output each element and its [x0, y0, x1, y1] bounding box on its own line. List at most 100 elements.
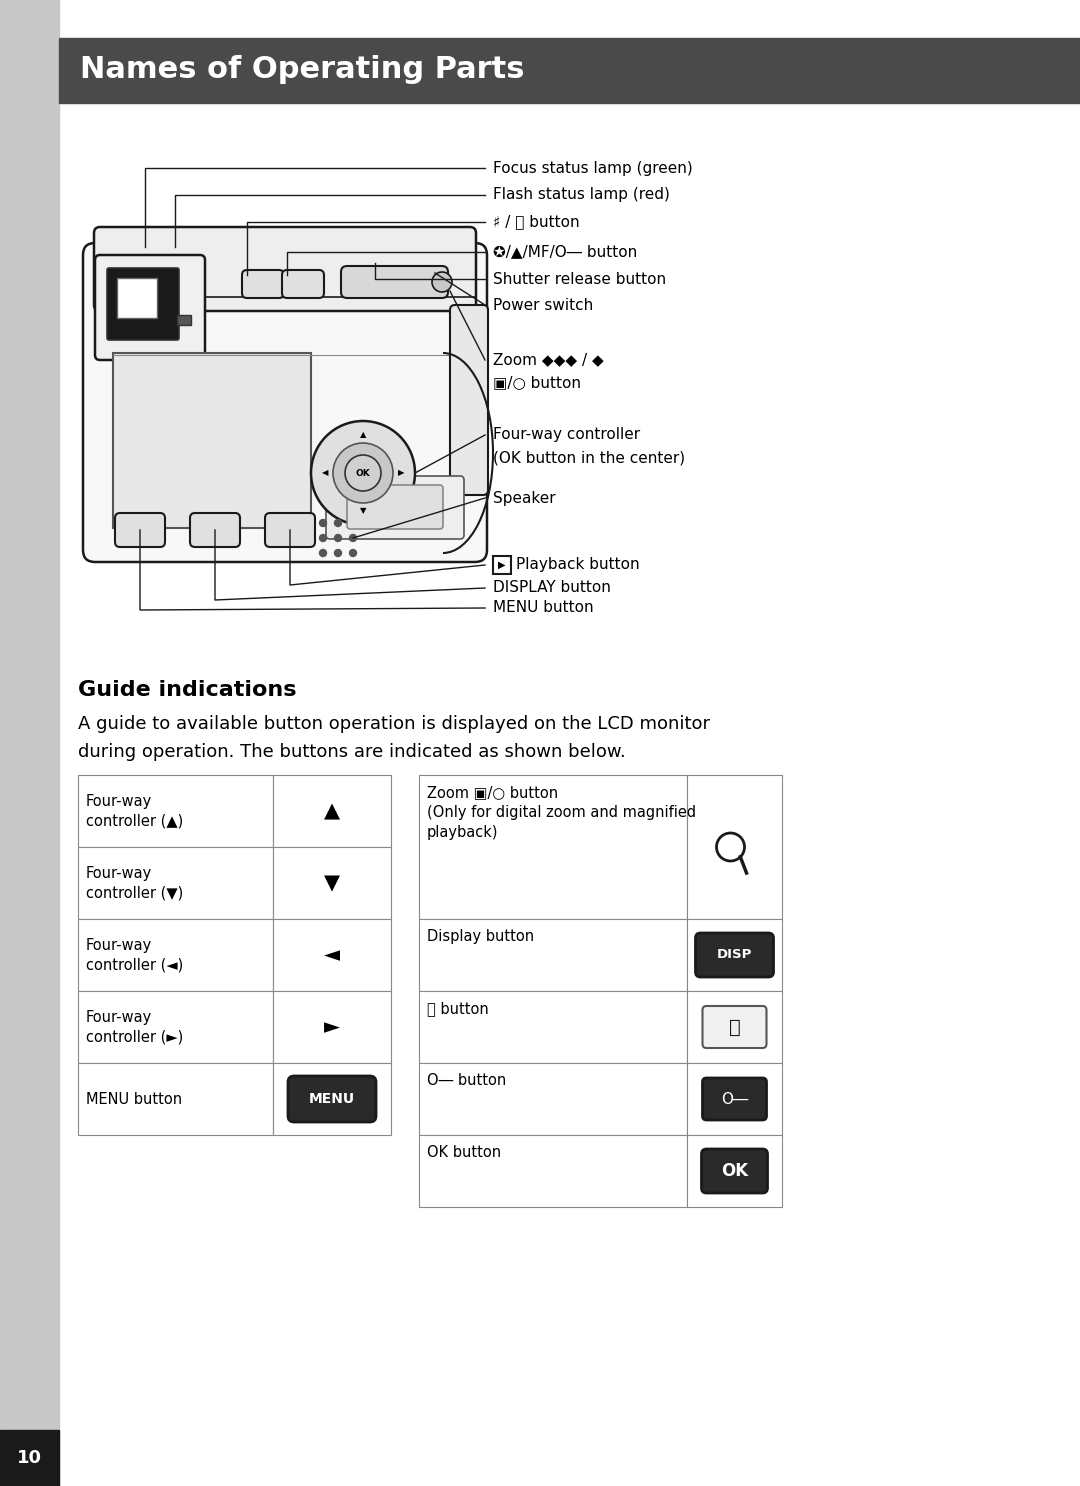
Text: Shutter release button: Shutter release button [492, 272, 666, 287]
Text: ▲: ▲ [324, 801, 340, 820]
Bar [273, 847, 391, 918]
Text: Four-way
controller (▼): Four-way controller (▼) [86, 866, 184, 901]
Text: 10: 10 [16, 1449, 41, 1467]
Bar [687, 991, 782, 1062]
Circle shape [350, 550, 356, 556]
FancyBboxPatch shape [492, 556, 511, 574]
Text: Power switch: Power switch [492, 297, 593, 312]
Bar [687, 776, 782, 918]
FancyBboxPatch shape [114, 513, 165, 547]
Text: Flash status lamp (red): Flash status lamp (red) [492, 187, 670, 202]
Circle shape [320, 535, 326, 541]
Text: ✪/▲/MF/O― button: ✪/▲/MF/O― button [492, 245, 637, 260]
Circle shape [320, 520, 326, 526]
Circle shape [333, 443, 393, 502]
Text: Four-way
controller (◄): Four-way controller (◄) [86, 938, 184, 972]
Text: Names of Operating Parts: Names of Operating Parts [80, 55, 525, 85]
Circle shape [311, 421, 415, 525]
Text: during operation. The buttons are indicated as shown below.: during operation. The buttons are indica… [78, 743, 625, 761]
FancyBboxPatch shape [326, 476, 464, 539]
Bar [273, 776, 391, 847]
Text: OK: OK [721, 1162, 748, 1180]
Text: (OK button in the center): (OK button in the center) [492, 450, 685, 465]
Bar [177, 315, 191, 325]
Bar [419, 991, 687, 1062]
FancyBboxPatch shape [702, 1149, 768, 1193]
FancyBboxPatch shape [95, 256, 205, 360]
Text: DISPLAY button: DISPLAY button [492, 581, 611, 596]
Text: Guide indications: Guide indications [78, 681, 297, 700]
Text: MENU: MENU [309, 1092, 355, 1106]
Text: Speaker: Speaker [492, 490, 555, 505]
Bar [419, 1135, 687, 1207]
Circle shape [335, 550, 341, 556]
FancyBboxPatch shape [347, 484, 443, 529]
Bar [0, 1430, 59, 1486]
Bar [419, 918, 687, 991]
Bar [117, 278, 157, 318]
FancyBboxPatch shape [83, 244, 487, 562]
FancyBboxPatch shape [190, 513, 240, 547]
Circle shape [345, 455, 381, 490]
FancyBboxPatch shape [341, 266, 448, 299]
Text: ▶: ▶ [397, 468, 404, 477]
Text: MENU button: MENU button [86, 1092, 183, 1107]
Bar [78, 1062, 273, 1135]
Bar [78, 918, 273, 991]
Bar [687, 1135, 782, 1207]
FancyBboxPatch shape [107, 267, 179, 340]
Circle shape [335, 535, 341, 541]
Circle shape [350, 535, 356, 541]
Bar [78, 847, 273, 918]
FancyBboxPatch shape [242, 270, 284, 299]
FancyBboxPatch shape [265, 513, 315, 547]
Bar [419, 776, 687, 918]
Circle shape [716, 834, 744, 860]
Text: O― button: O― button [427, 1073, 507, 1088]
Text: Playback button: Playback button [516, 557, 639, 572]
Text: 🗑: 🗑 [729, 1018, 741, 1037]
Text: Four-way controller: Four-way controller [492, 428, 640, 443]
FancyBboxPatch shape [282, 270, 324, 299]
FancyBboxPatch shape [94, 227, 476, 311]
FancyBboxPatch shape [696, 933, 773, 976]
Bar [113, 354, 311, 528]
FancyBboxPatch shape [450, 305, 488, 495]
Circle shape [432, 272, 453, 293]
Text: Zoom ◆◆◆ / ◆: Zoom ◆◆◆ / ◆ [492, 352, 604, 367]
Bar [0, 0, 59, 1486]
FancyBboxPatch shape [702, 1006, 767, 1048]
Text: OK: OK [355, 468, 370, 477]
Circle shape [350, 520, 356, 526]
Bar [78, 776, 273, 847]
Text: Focus status lamp (green): Focus status lamp (green) [492, 160, 692, 175]
Text: Four-way
controller (►): Four-way controller (►) [86, 1009, 184, 1045]
Text: DISP: DISP [717, 948, 752, 961]
Text: Zoom ▣/○ button
(Only for digital zoom and magnified
playback): Zoom ▣/○ button (Only for digital zoom a… [427, 785, 697, 840]
Text: ▼: ▼ [324, 872, 340, 893]
Circle shape [335, 520, 341, 526]
Text: ▼: ▼ [360, 507, 366, 516]
Text: ▲: ▲ [360, 431, 366, 440]
Text: ▶: ▶ [498, 560, 505, 571]
Text: ▣/○ button: ▣/○ button [492, 376, 581, 391]
Text: Four-way
controller (▲): Four-way controller (▲) [86, 794, 184, 828]
Circle shape [320, 550, 326, 556]
Bar [273, 1062, 391, 1135]
Text: A guide to available button operation is displayed on the LCD monitor: A guide to available button operation is… [78, 715, 710, 733]
Bar [78, 991, 273, 1062]
Text: ᶋ button: ᶋ button [427, 1002, 489, 1016]
Text: ◄: ◄ [324, 945, 340, 964]
Text: OK button: OK button [427, 1146, 501, 1161]
Text: ♯ / ᶋ button: ♯ / ᶋ button [492, 214, 580, 229]
Text: Display button: Display button [427, 929, 535, 944]
Bar [687, 1062, 782, 1135]
Text: O―: O― [720, 1092, 748, 1107]
Text: ◀: ◀ [322, 468, 328, 477]
Bar [273, 918, 391, 991]
Text: MENU button: MENU button [492, 600, 594, 615]
Bar [59, 39, 1080, 103]
Bar [419, 1062, 687, 1135]
Text: ►: ► [324, 1016, 340, 1037]
FancyBboxPatch shape [702, 1077, 767, 1120]
